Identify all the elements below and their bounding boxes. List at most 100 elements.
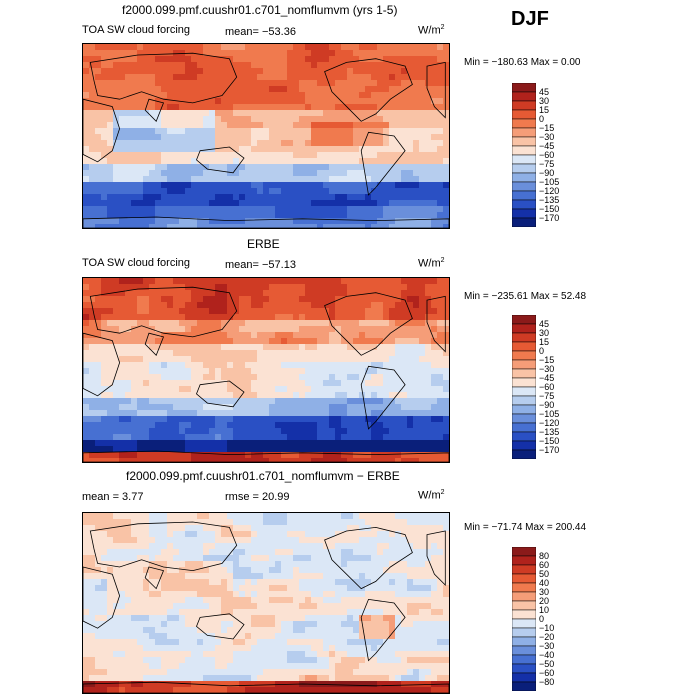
colorbar-swatch [511, 341, 537, 352]
coastline [83, 98, 121, 163]
colorbar-tick-label: 0 [539, 346, 545, 356]
colorbar-swatch [511, 190, 537, 201]
panel2-mean: mean= −57.13 [225, 259, 296, 271]
colorbar-tick-label: −120 [539, 418, 560, 428]
coastline [83, 681, 449, 693]
colorbar-tick-label: −15 [539, 123, 555, 133]
colorbar-tick-label: −30 [539, 364, 555, 374]
colorbar-tick-label: −135 [539, 195, 560, 205]
colorbar-swatch [511, 609, 537, 620]
colorbar-tick-label: −135 [539, 427, 560, 437]
colorbar-tick-label: −80 [539, 677, 555, 687]
coastline [83, 332, 121, 397]
colorbar-swatch [511, 100, 537, 111]
coastline [144, 566, 165, 590]
colorbar-swatch [511, 573, 537, 584]
colorbar-swatch [511, 395, 537, 406]
colorbar-tick-label: −150 [539, 436, 560, 446]
colorbar-swatch [511, 431, 537, 442]
coastline [426, 530, 446, 586]
colorbar-swatch [511, 350, 537, 361]
panel2-colorbar-svg [511, 314, 537, 460]
colorbar-tick-label: 45 [539, 87, 550, 97]
colorbar-tick-label: −20 [539, 632, 555, 642]
colorbar-tick-label: 15 [539, 337, 550, 347]
coastline [196, 613, 245, 640]
panel1-mean: mean= −53.36 [225, 26, 296, 38]
colorbar-tick-label: −30 [539, 132, 555, 142]
coastline [426, 61, 446, 119]
panel1-colorbar [511, 82, 537, 232]
colorbar-swatch [511, 627, 537, 638]
colorbar-tick-label: −60 [539, 150, 555, 160]
coastline [89, 52, 238, 104]
colorbar-tick-label: 0 [539, 614, 545, 624]
colorbar-tick-label: 60 [539, 560, 550, 570]
panel1-colorbar-labels: 45 30 15 0 −15 −30 −45 −60 −75 −90 −105 −120 −135 −15… [539, 83, 599, 233]
panel3-colorbar [511, 546, 537, 696]
panel3-rmse: rmse = 20.99 [225, 491, 290, 503]
colorbar-swatch [511, 449, 537, 460]
colorbar-tick-label: 20 [539, 596, 550, 606]
colorbar-swatch [511, 359, 537, 370]
colorbar-swatch [511, 323, 537, 334]
colorbar-swatch [511, 413, 537, 424]
colorbar-swatch [511, 154, 537, 165]
panel3-title: f2000.099.pmf.cuushr01.c701_nomflumvm − … [126, 469, 400, 483]
colorbar-swatch [511, 582, 537, 593]
season-label: DJF [511, 8, 549, 30]
colorbar-tick-label: 30 [539, 587, 550, 597]
colorbar-tick-label: −50 [539, 659, 555, 669]
colorbar-swatch [511, 377, 537, 388]
colorbar-tick-label: 30 [539, 96, 550, 106]
colorbar-tick-label: −105 [539, 409, 560, 419]
colorbar-tick-label: −45 [539, 141, 555, 151]
coastline [83, 216, 449, 228]
colorbar-swatch [511, 172, 537, 183]
coastline [360, 365, 406, 430]
coastline [426, 295, 446, 353]
colorbar-swatch [511, 136, 537, 147]
colorbar-tick-label: −15 [539, 355, 555, 365]
colorbar-tick-label: −45 [539, 373, 555, 383]
coastline [89, 286, 238, 338]
colorbar-swatch [511, 636, 537, 647]
colorbar-swatch [511, 440, 537, 451]
panel3-colorbar-svg [511, 546, 537, 692]
colorbar-tick-label: 10 [539, 605, 550, 615]
colorbar-swatch [511, 681, 537, 692]
colorbar-swatch [511, 118, 537, 129]
panel3-min-max: Min = −71.74 Max = 200.44 [464, 522, 587, 533]
colorbar-swatch [511, 600, 537, 611]
panel2-title: ERBE [247, 237, 280, 251]
coastline [360, 131, 406, 196]
colorbar-tick-label: 80 [539, 551, 550, 561]
colorbar-swatch [511, 386, 537, 397]
panel1-field-svg [83, 44, 449, 228]
colorbar-swatch [511, 368, 537, 379]
colorbar-swatch [511, 645, 537, 656]
colorbar-swatch [511, 591, 537, 602]
colorbar-swatch [511, 672, 537, 683]
colorbar-tick-label: 40 [539, 578, 550, 588]
colorbar-swatch [511, 217, 537, 228]
coastline [89, 521, 238, 572]
colorbar-swatch [511, 181, 537, 192]
panel3-map [82, 512, 450, 694]
colorbar-tick-label: 50 [539, 569, 550, 579]
colorbar-swatch [511, 332, 537, 343]
panel2-units: W/m2 [418, 257, 445, 270]
coastline [144, 332, 165, 357]
coastline [360, 598, 406, 662]
colorbar-tick-label: −90 [539, 400, 555, 410]
panel3-field-svg [83, 513, 449, 693]
colorbar-tick-label: −75 [539, 391, 555, 401]
colorbar-swatch [511, 109, 537, 120]
panel2-field-label: TOA SW cloud forcing [82, 257, 191, 269]
panel2-min-max: Min = −235.61 Max = 52.48 [464, 291, 587, 302]
panel2-field-svg [83, 278, 449, 462]
panel1-map [82, 43, 450, 229]
colorbar-tick-label: −170 [539, 213, 560, 223]
coastline [196, 380, 245, 408]
colorbar-tick-label: 15 [539, 105, 550, 115]
